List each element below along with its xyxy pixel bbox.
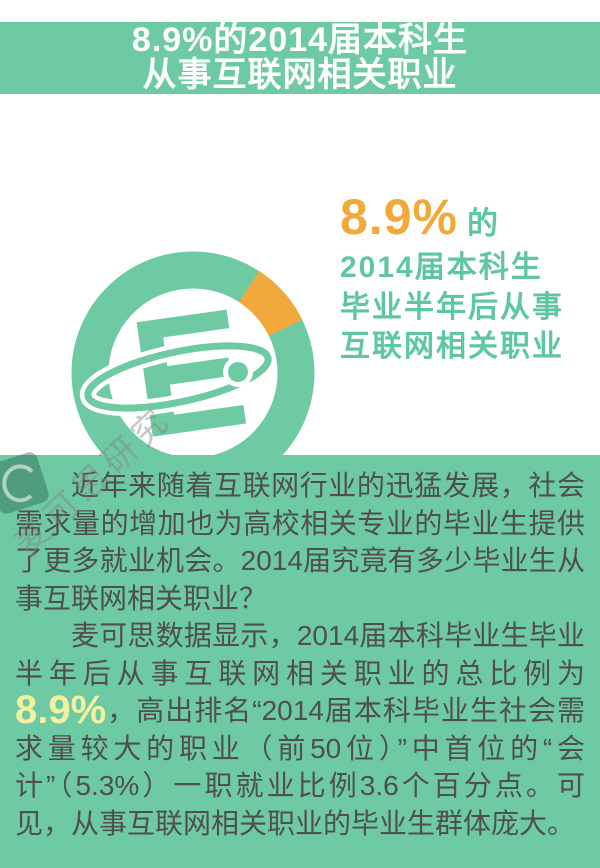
header-band: 8.9%的2014届本科生 从事互联网相关职业 <box>0 22 600 94</box>
hero-line-3: 互联网相关职业 <box>340 330 564 363</box>
hero-text-block: 8.9% 的 2014届本科生 毕业半年后从事 互联网相关职业 <box>340 189 564 367</box>
satellite-dot <box>228 362 248 382</box>
article-section: 近年来随着互联网行业的迅猛发展，社会需求量的增加也为高校相关专业的毕业生提供了更… <box>0 450 600 868</box>
hero-percent-row: 8.9% 的 <box>340 189 564 245</box>
article-paragraph-2: 麦可思数据显示，2014届本科毕业生毕业半年后从事互联网相关职业的总比例为8.9… <box>15 617 585 842</box>
para2-highlight-percent: 8.9% <box>15 688 107 732</box>
article-body: 近年来随着互联网行业的迅猛发展，社会需求量的增加也为高校相关专业的毕业生提供了更… <box>0 455 600 842</box>
page-title-line2: 从事互联网相关职业 <box>142 56 458 94</box>
para2-after: ，高出排名“2014届本科毕业生社会需求量较大的职业（前50位）”中首位的“会计… <box>15 695 585 839</box>
page-title-line1: 8.9%的2014届本科生 <box>131 21 469 59</box>
orbit-satellite-icon <box>84 342 272 412</box>
hero-percent-value: 8.9% <box>340 189 458 245</box>
hero-line-2: 毕业半年后从事 <box>340 290 564 324</box>
hero-line-1: 2014届本科生 <box>340 251 543 284</box>
article-paragraph-1: 近年来随着互联网行业的迅猛发展，社会需求量的增加也为高校相关专业的毕业生提供了更… <box>15 470 585 614</box>
hero-percent-suffix: 的 <box>466 206 498 241</box>
donut-segment-icon <box>238 271 303 337</box>
hero-section: E 麦可思研究 8.9% 的 2014届本科生 毕业半年后从事 互联网相关职业 <box>0 94 600 563</box>
para2-before: 麦可思数据显示，2014届本科毕业生毕业半年后从事互联网相关职业的总比例为 <box>15 620 585 689</box>
